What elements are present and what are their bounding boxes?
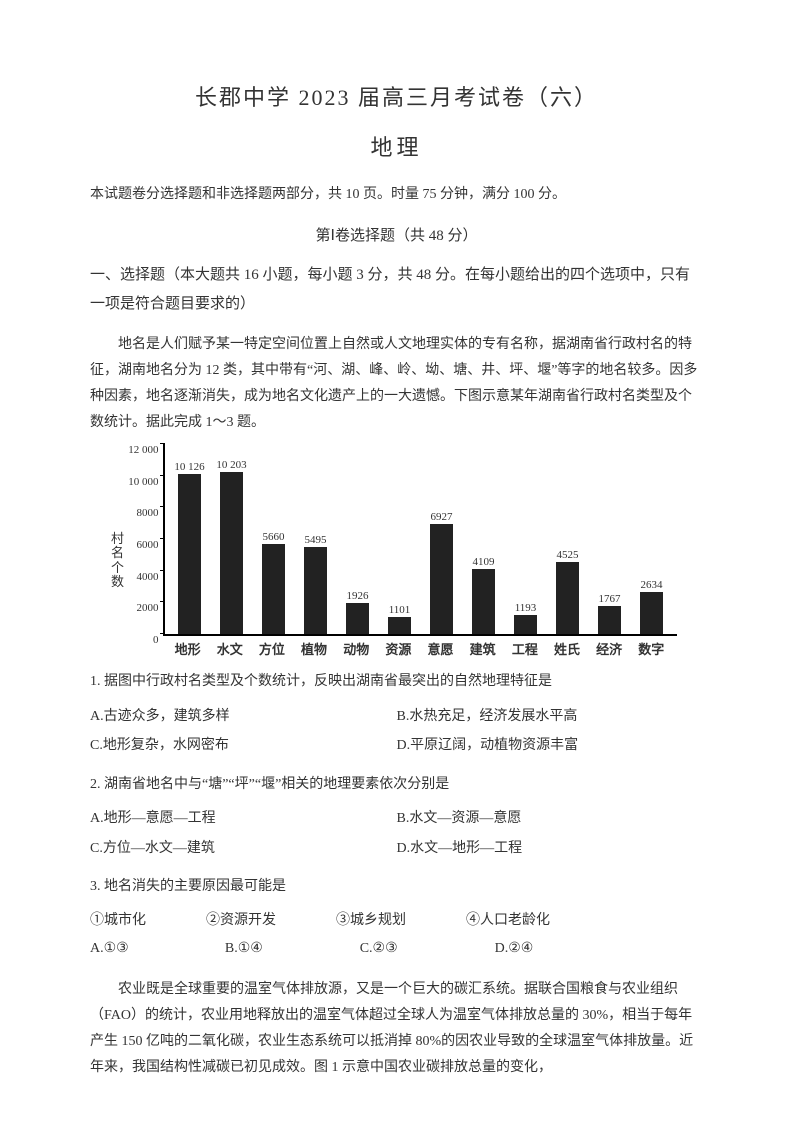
q3-item-3: ③城乡规划 (336, 907, 406, 935)
bar-column: 2634 (634, 579, 670, 634)
q1-opt-c[interactable]: C.地形复杂，水网密布 (90, 731, 397, 760)
question-1-options: A.古迹众多，建筑多样 B.水热充足，经济发展水平高 C.地形复杂，水网密布 D… (90, 702, 703, 761)
y-tick-label: 8000 (119, 507, 159, 519)
bar-rect (388, 617, 411, 634)
q3-opt-c[interactable]: C.②③ (360, 935, 495, 963)
question-3-items: ①城市化 ②资源开发 ③城乡规划 ④人口老龄化 (90, 907, 703, 935)
y-tick-label: 2000 (119, 602, 159, 614)
page-title: 长郡中学 2023 届高三月考试卷（六） (90, 80, 703, 112)
bar-value-label: 1193 (515, 602, 537, 614)
bar-rect (514, 615, 537, 634)
bar-rect (346, 603, 369, 633)
x-axis-label: 经济 (591, 639, 627, 658)
bar-column: 5495 (298, 534, 334, 634)
intro-text: 本试题卷分选择题和非选择题两部分，共 10 页。时量 75 分钟，满分 100 … (90, 184, 703, 206)
bar-column: 1193 (508, 602, 544, 634)
y-tick-label: 6000 (119, 539, 159, 551)
x-axis-label: 数字 (633, 639, 669, 658)
q2-opt-d[interactable]: D.水文—地形—工程 (397, 834, 704, 863)
bar-rect (556, 562, 579, 634)
bar-rect (598, 606, 621, 634)
bar-column: 4525 (550, 549, 586, 634)
q2-opt-c[interactable]: C.方位—水文—建筑 (90, 834, 397, 863)
bar-chart: 村名个数 10 12610 20356605495192611016927410… (117, 444, 677, 658)
bar-rect (304, 547, 327, 634)
exam-page: 长郡中学 2023 届高三月考试卷（六） 地理 本试题卷分选择题和非选择题两部分… (0, 0, 793, 1128)
q3-opt-b[interactable]: B.①④ (225, 935, 360, 963)
y-tick-label: 0 (119, 634, 159, 646)
chart-bars: 10 126 10 203 5660 5495 1926 1101 6927 4109 1193… (165, 444, 677, 634)
bar-rect (430, 524, 453, 634)
x-axis-label: 水文 (212, 639, 248, 658)
question-3-stem: 3. 地名消失的主要原因最可能是 (90, 875, 703, 899)
bar-rect (178, 474, 201, 634)
bar-value-label: 2634 (641, 579, 663, 591)
bar-column: 4109 (466, 556, 502, 634)
section1-instruction: 一、选择题（本大题共 16 小题，每小题 3 分，共 48 分。在每小题给出的四… (90, 261, 703, 318)
y-tick-label: 4000 (119, 571, 159, 583)
bar-column: 6927 (424, 511, 460, 634)
bar-value-label: 5495 (305, 534, 327, 546)
bar-value-label: 4525 (557, 549, 579, 561)
question-2-stem: 2. 湖南省地名中与“塘”“坪”“堰”相关的地理要素依次分别是 (90, 773, 703, 797)
q1-opt-b[interactable]: B.水热充足，经济发展水平高 (397, 702, 704, 731)
chart-axis-area: 10 126 10 203 5660 5495 1926 1101 6927 4109 1193… (163, 444, 677, 636)
bar-value-label: 4109 (473, 556, 495, 568)
bar-rect (640, 592, 663, 634)
x-axis-label: 意愿 (423, 639, 459, 658)
question-1-stem: 1. 据图中行政村名类型及个数统计，反映出湖南省最突出的自然地理特征是 (90, 670, 703, 694)
bar-rect (472, 569, 495, 634)
page-subject: 地理 (90, 130, 703, 162)
x-axis-label: 动物 (338, 639, 374, 658)
x-axis-label: 植物 (296, 639, 332, 658)
x-axis-label: 资源 (380, 639, 416, 658)
q3-item-2: ②资源开发 (206, 907, 276, 935)
bar-column: 1767 (592, 593, 628, 634)
q3-opt-a[interactable]: A.①③ (90, 935, 225, 963)
x-axis-label: 姓氏 (549, 639, 585, 658)
bar-column: 1101 (382, 604, 418, 634)
x-axis-label: 建筑 (465, 639, 501, 658)
q3-item-1: ①城市化 (90, 907, 146, 935)
bar-column: 10 203 (214, 459, 250, 634)
q2-opt-b[interactable]: B.水文—资源—意愿 (397, 804, 704, 833)
q1-opt-a[interactable]: A.古迹众多，建筑多样 (90, 702, 397, 731)
question-3-options: A.①③ B.①④ C.②③ D.②④ (90, 935, 703, 963)
bar-value-label: 10 126 (174, 461, 204, 473)
section1-header: 第Ⅰ卷选择题（共 48 分） (90, 224, 703, 245)
y-tick-label: 12 000 (119, 444, 159, 456)
q3-item-4: ④人口老龄化 (466, 907, 550, 935)
bar-rect (262, 544, 285, 634)
x-axis-label: 方位 (254, 639, 290, 658)
bar-value-label: 1767 (599, 593, 621, 605)
bar-value-label: 10 203 (216, 459, 246, 471)
question-2-options: A.地形—意愿—工程 B.水文—资源—意愿 C.方位—水文—建筑 D.水文—地形… (90, 804, 703, 863)
q3-opt-d[interactable]: D.②④ (495, 935, 630, 963)
y-tick-label: 10 000 (119, 476, 159, 488)
x-axis-label: 地形 (170, 639, 206, 658)
q1-opt-d[interactable]: D.平原辽阔，动植物资源丰富 (397, 731, 704, 760)
bar-column: 10 126 (172, 461, 208, 634)
passage-1: 地名是人们赋予某一特定空间位置上自然或人文地理实体的专有名称，据湖南省行政村名的… (90, 332, 703, 436)
bar-value-label: 1101 (389, 604, 411, 616)
bar-value-label: 6927 (431, 511, 453, 523)
bar-value-label: 5660 (263, 531, 285, 543)
x-axis-label: 工程 (507, 639, 543, 658)
bar-value-label: 1926 (347, 590, 369, 602)
bar-column: 1926 (340, 590, 376, 633)
bar-column: 5660 (256, 531, 292, 634)
x-axis-labels: 地形水文方位植物动物资源意愿建筑工程姓氏经济数字 (163, 636, 677, 658)
passage-2: 农业既是全球重要的温室气体排放源，又是一个巨大的碳汇系统。据联合国粮食与农业组织… (90, 977, 703, 1081)
bar-rect (220, 472, 243, 634)
q2-opt-a[interactable]: A.地形—意愿—工程 (90, 804, 397, 833)
